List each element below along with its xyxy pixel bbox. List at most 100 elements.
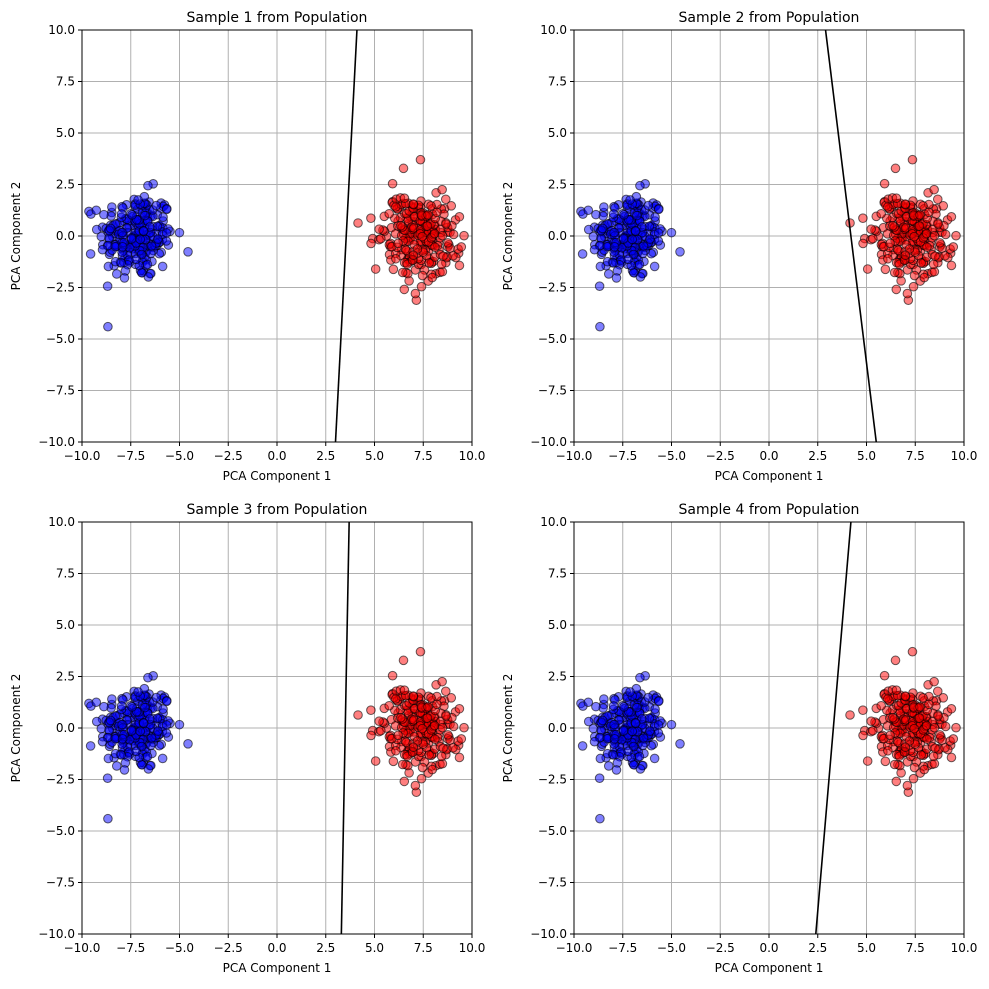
- scatter-point: [353, 710, 363, 720]
- scatter-point: [174, 719, 185, 730]
- x-tick-label: −10.0: [64, 449, 101, 463]
- scatter-point: [399, 685, 410, 695]
- decision-boundary-line: [334, 30, 358, 442]
- scatter-point: [595, 321, 605, 332]
- scatter-point: [643, 200, 654, 211]
- scatter-point: [127, 210, 137, 220]
- scatter-point: [889, 267, 900, 278]
- scatter-point: [91, 697, 102, 708]
- scatter-point: [888, 712, 898, 723]
- scatter-point: [183, 247, 193, 257]
- scatter-point: [432, 699, 442, 710]
- series-2: [353, 154, 469, 306]
- scatter-point: [627, 234, 638, 245]
- y-tick-label: −2.5: [538, 773, 567, 787]
- scatter-point: [133, 687, 143, 697]
- scatter-point: [454, 703, 465, 714]
- x-axis-label: PCA Component 1: [715, 961, 824, 975]
- x-tick-label: 7.5: [906, 941, 925, 955]
- x-tick-label: 10.0: [951, 941, 978, 955]
- scatter-point: [97, 736, 108, 747]
- y-axis-label: PCA Component 2: [501, 674, 515, 783]
- scatter-point: [174, 227, 185, 238]
- scatter-point: [91, 205, 102, 216]
- scatter-point: [390, 202, 401, 212]
- scatter-point: [918, 692, 928, 703]
- scatter-point: [858, 238, 868, 249]
- scatter-point: [845, 710, 855, 720]
- y-tick-label: 2.5: [548, 670, 567, 684]
- scatter-point: [880, 264, 891, 275]
- scatter-point: [603, 761, 614, 771]
- scatter-point: [609, 242, 620, 252]
- data-layer: [84, 30, 469, 442]
- scatter-point: [91, 224, 102, 235]
- scatter-point: [158, 212, 168, 222]
- scatter-point: [157, 753, 168, 764]
- x-tick-label: 7.5: [414, 449, 433, 463]
- scatter-point: [577, 249, 588, 259]
- scatter-point: [454, 260, 465, 271]
- scatter-point: [649, 753, 660, 764]
- scatter-point: [914, 221, 925, 231]
- scatter-point: [140, 702, 150, 713]
- x-tick-label: 5.0: [365, 941, 384, 955]
- scatter-point: [900, 742, 911, 752]
- y-tick-label: −5.0: [46, 332, 75, 346]
- x-tick-label: −10.0: [556, 941, 593, 955]
- scatter-point: [876, 700, 886, 711]
- scatter-point: [410, 288, 421, 299]
- scatter-point: [623, 254, 633, 265]
- scatter-point: [577, 741, 588, 751]
- scatter-point: [675, 247, 685, 257]
- x-axis-label: PCA Component 1: [223, 961, 332, 975]
- scatter-point: [448, 721, 459, 732]
- x-tick-label: 2.5: [808, 941, 827, 955]
- y-tick-label: 7.5: [56, 567, 75, 581]
- scatter-point: [889, 759, 900, 770]
- scatter-point: [157, 261, 168, 272]
- scatter-point: [117, 227, 127, 238]
- scatter-point: [456, 734, 467, 744]
- y-tick-label: −10.0: [530, 927, 567, 941]
- scatter-point: [930, 251, 940, 261]
- scatter-point: [143, 764, 154, 774]
- x-tick-label: 2.5: [316, 941, 335, 955]
- scatter-point: [396, 220, 406, 231]
- scatter-point: [891, 685, 902, 695]
- scatter-point: [928, 259, 939, 270]
- subplot-title: Sample 1 from Population: [187, 10, 368, 26]
- scatter-point: [951, 230, 961, 241]
- scatter-point: [446, 693, 457, 703]
- scatter-point: [417, 762, 428, 773]
- scatter-point: [632, 702, 642, 713]
- scatter-point: [111, 761, 122, 771]
- scatter-point: [880, 756, 891, 767]
- series-2: [845, 646, 961, 798]
- scatter-point: [591, 701, 601, 712]
- x-tick-label: −7.5: [608, 941, 637, 955]
- scatter-point: [638, 733, 649, 743]
- scatter-point: [119, 765, 130, 775]
- scatter-point: [143, 272, 154, 282]
- scatter-point: [396, 712, 406, 723]
- series-1: [84, 671, 193, 824]
- scatter-point: [630, 718, 641, 729]
- scatter-point: [618, 234, 629, 244]
- x-tick-label: −10.0: [556, 449, 593, 463]
- scatter-point: [103, 753, 114, 764]
- scatter-point: [902, 780, 913, 791]
- scatter-point: [902, 288, 913, 299]
- x-tick-label: 10.0: [459, 449, 486, 463]
- scatter-point: [387, 178, 398, 189]
- scatter-point: [932, 686, 943, 697]
- scatter-point: [415, 646, 426, 657]
- scatter-point: [858, 730, 868, 741]
- x-tick-label: −5.0: [657, 449, 686, 463]
- scatter-point: [597, 715, 608, 726]
- scatter-point: [422, 221, 433, 231]
- scatter-point: [980, 201, 989, 210]
- scatter-point: [595, 261, 606, 272]
- scatter-point: [384, 700, 394, 711]
